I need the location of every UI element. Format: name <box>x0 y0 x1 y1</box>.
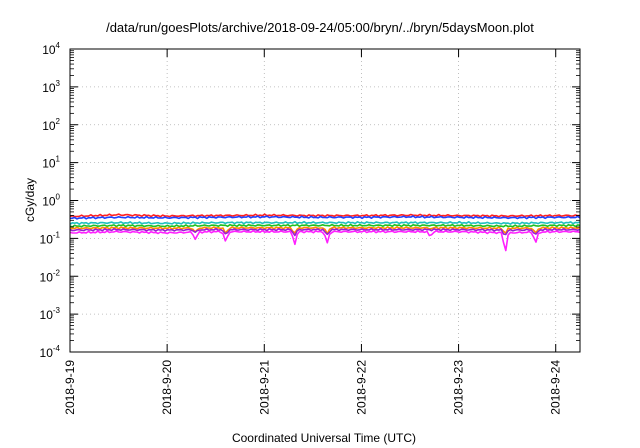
y-tick-label: 101 <box>42 155 60 171</box>
series-line <box>69 220 581 225</box>
y-tick-label: 104 <box>42 41 60 57</box>
x-tick-label: 2018-9-21 <box>257 360 271 415</box>
y-tick-label: 10-1 <box>40 230 61 246</box>
series-line <box>69 223 581 228</box>
y-tick-label: 10-2 <box>40 268 61 284</box>
y-tick-label: 10-4 <box>40 344 61 360</box>
series-line <box>69 215 581 220</box>
series-layer <box>69 213 581 252</box>
y-tick-label: 102 <box>42 117 60 133</box>
x-tick-label: 2018-9-19 <box>63 360 77 415</box>
x-tick-label: 2018-9-20 <box>160 360 174 415</box>
chart-title: /data/run/goesPlots/archive/2018-09-24/0… <box>106 20 534 35</box>
y-tick-label: 103 <box>42 79 60 95</box>
x-axis-label: Coordinated Universal Time (UTC) <box>232 431 416 445</box>
x-tick-label: 2018-9-23 <box>452 360 466 415</box>
series-line <box>69 213 581 218</box>
y-tick-label: 10-3 <box>40 306 61 322</box>
y-tick-label: 100 <box>42 193 60 209</box>
series-line <box>69 227 581 237</box>
series-line <box>69 229 581 252</box>
y-axis-label: cGy/day <box>23 178 37 222</box>
ticks: 10-4 10-3 10-2 10-1 100 101 102 103 104 2018-9-19… <box>40 41 580 415</box>
series-line <box>69 226 581 235</box>
x-tick-label: 2018-9-24 <box>549 360 563 415</box>
grid <box>70 49 580 352</box>
x-tick-label: 2018-9-22 <box>354 360 368 415</box>
